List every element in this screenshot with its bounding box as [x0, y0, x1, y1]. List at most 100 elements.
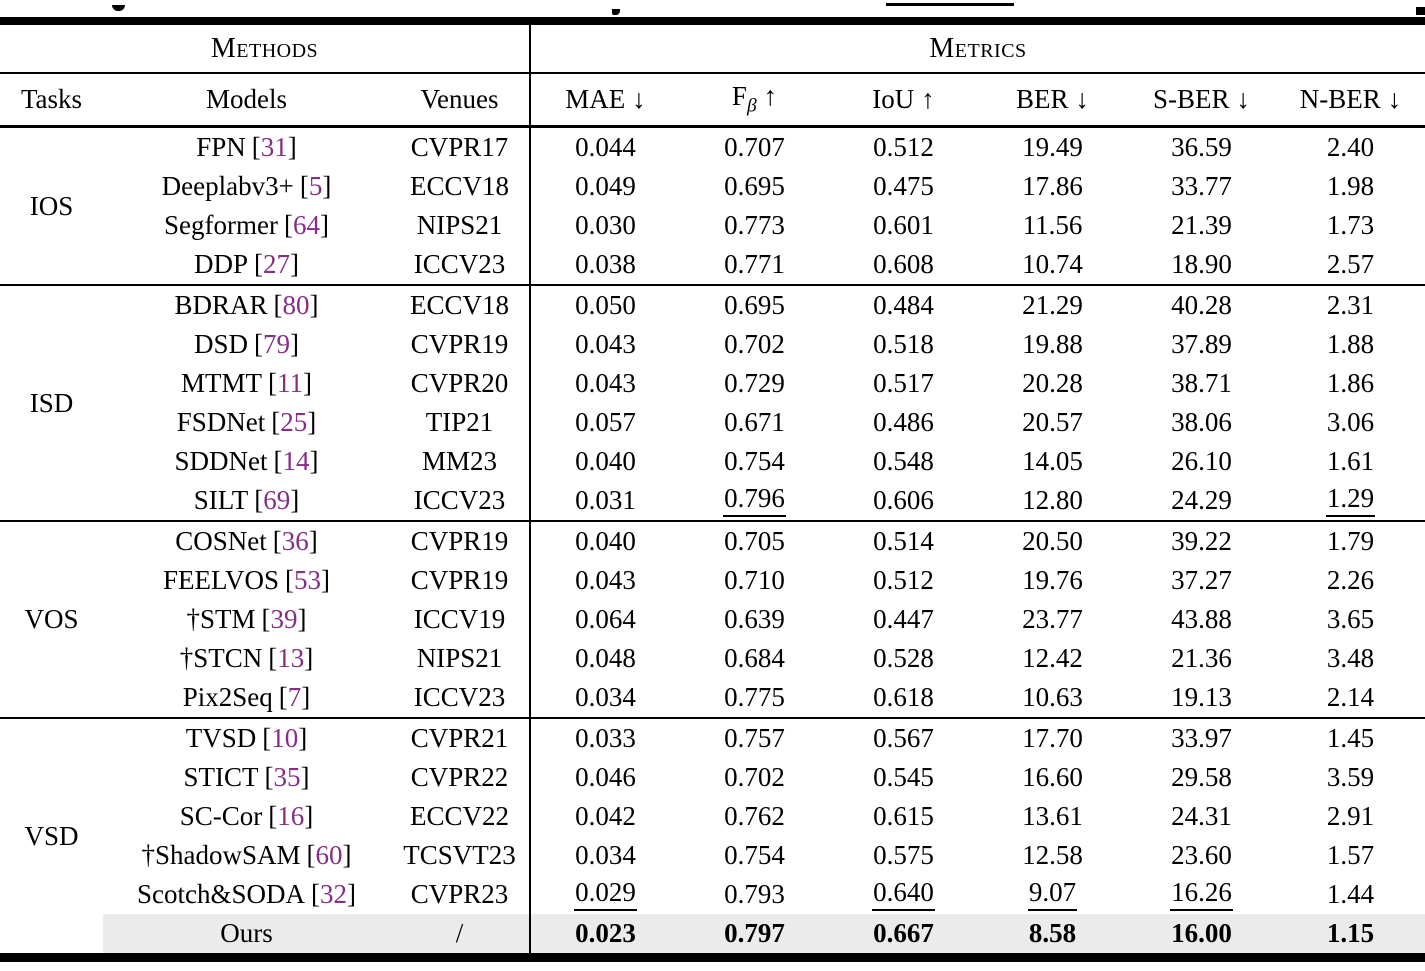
metric-value: 1.44: [1326, 879, 1375, 910]
citation-link[interactable]: 5: [308, 171, 323, 202]
metric-value: 0.606: [873, 485, 934, 516]
metric-value: 0.702: [724, 329, 785, 360]
metric-value: 29.58: [1171, 762, 1232, 793]
metric-cell: 0.618: [829, 678, 978, 718]
metric-cell: 0.517: [829, 364, 978, 403]
metric-value: 20.57: [1022, 407, 1083, 438]
metric-value: 0.793: [724, 879, 785, 910]
table-row: SILT [69] ICCV23 0.031 0.796 0.606 12.80 24.29 1…: [0, 481, 1425, 521]
metric-value: 0.618: [873, 682, 934, 713]
metric-value: 0.710: [724, 565, 785, 596]
metric-cell: 0.710: [680, 561, 829, 600]
citation-bracket-close: ]: [309, 446, 319, 477]
citation-bracket-open: [: [264, 762, 274, 793]
citation-link[interactable]: 39: [270, 604, 298, 635]
metric-value: 16.00: [1171, 918, 1232, 949]
citation-bracket-open: [: [261, 604, 271, 635]
metric-value: 0.528: [873, 643, 934, 674]
citation-bracket-close: ]: [303, 368, 312, 399]
metric-value: 1.15: [1326, 918, 1375, 949]
table-body: IOS FPN [31] CVPR17 0.044 0.707 0.512 19.49 36.5…: [0, 126, 1425, 958]
metric-cell: 0.796: [680, 481, 829, 521]
citation-link[interactable]: 13: [277, 643, 305, 674]
metric-value: 0.771: [724, 249, 785, 280]
metric-cell: 19.88: [978, 325, 1127, 364]
table-row: VOS COSNet [36] CVPR19 0.040 0.705 0.514 20.50 3…: [0, 520, 1425, 718]
metric-value: 2.26: [1326, 565, 1375, 596]
citation-bracket-open: [: [254, 329, 263, 360]
model-name: DDP: [193, 249, 248, 280]
citation-link[interactable]: 27: [263, 249, 290, 280]
citation-link[interactable]: 7: [287, 682, 302, 713]
citation-link[interactable]: 35: [273, 762, 301, 793]
citation-bracket-close: ]: [322, 171, 332, 202]
citation-bracket-close: ]: [298, 723, 308, 754]
metric-cell: 23.77: [978, 600, 1127, 639]
metric-value: 0.514: [873, 526, 934, 557]
metric-cell: 18.90: [1127, 245, 1276, 285]
citation-link[interactable]: 10: [271, 723, 299, 754]
metric-value: 12.58: [1022, 840, 1083, 871]
citation-link[interactable]: 16: [277, 801, 305, 832]
model-name: FEELVOS: [162, 565, 280, 596]
citation-link[interactable]: 60: [315, 840, 343, 871]
citation-link[interactable]: 80: [282, 290, 310, 321]
citation-link[interactable]: 11: [277, 368, 303, 399]
citation-link[interactable]: 32: [320, 879, 347, 910]
metric-cell: 12.42: [978, 639, 1127, 678]
citation-link[interactable]: 25: [280, 407, 308, 438]
table-row: ISD BDRAR [80] ECCV18 0.050 0.695 0.484 21.29 40…: [0, 284, 1425, 521]
metric-cell: 0.775: [680, 678, 829, 718]
metric-value: 1.73: [1326, 210, 1375, 241]
metric-value: 0.057: [575, 407, 636, 438]
metric-value: 12.80: [1022, 485, 1083, 516]
metric-cell: 0.695: [680, 167, 829, 206]
metric-value: 33.77: [1171, 171, 1232, 202]
metric-value: 0.043: [575, 368, 636, 399]
metric-value: 33.97: [1171, 723, 1232, 754]
metric-value: 3.65: [1326, 604, 1375, 635]
column-header-tasks: Tasks: [20, 84, 83, 115]
metric-cell: 0.545: [829, 758, 978, 797]
methods-group-header: Methods: [210, 32, 319, 64]
venue-cell: TIP21: [425, 407, 494, 438]
venue-cell: NIPS21: [416, 210, 503, 241]
metric-cell: 19.13: [1127, 678, 1276, 718]
citation-link[interactable]: 14: [282, 446, 310, 477]
model-cell: FEELVOS [53]: [103, 561, 390, 600]
citation-link[interactable]: 69: [263, 485, 291, 516]
metric-cell: 0.797: [680, 914, 830, 958]
metric-cell: 13.61: [978, 797, 1127, 836]
metric-value: 2.40: [1326, 132, 1375, 163]
metric-cell: 2.57: [1276, 245, 1425, 285]
model-cell: TVSD [10]: [103, 717, 390, 758]
metric-value: 0.548: [873, 446, 934, 477]
citation-link[interactable]: 79: [263, 329, 290, 360]
metric-cell: 17.70: [978, 717, 1128, 758]
metric-value: 0.034: [575, 682, 636, 713]
metric-value: 21.29: [1022, 290, 1083, 321]
model-cell: †ShadowSAM [60]: [103, 836, 390, 875]
metric-value: 0.512: [873, 132, 934, 163]
metric-value: 0.029: [574, 878, 637, 911]
metric-value: 1.88: [1326, 329, 1375, 360]
metric-cell: 0.575: [829, 836, 978, 875]
metric-name: F: [731, 81, 747, 112]
metric-cell: 1.61: [1276, 442, 1425, 481]
citation-link[interactable]: 53: [294, 565, 322, 596]
metric-value: 0.639: [724, 604, 785, 635]
metric-value: 0.486: [873, 407, 934, 438]
metric-cell: 29.58: [1127, 758, 1276, 797]
model-cell: Scotch&SODA [32]: [103, 875, 390, 914]
metric-cell: 0.705: [680, 520, 830, 561]
citation-bracket-open: [: [254, 249, 263, 280]
table-row: FEELVOS [53] CVPR19 0.043 0.710 0.512 19.76 37.…: [0, 561, 1425, 600]
metric-cell: 24.31: [1127, 797, 1276, 836]
citation-link[interactable]: 31: [260, 132, 288, 163]
citation-link[interactable]: 64: [292, 210, 320, 241]
citation-link[interactable]: 36: [281, 526, 309, 557]
metric-cell: 0.484: [829, 284, 979, 325]
metric-cell: 2.31: [1276, 284, 1425, 325]
metric-cell: 0.528: [829, 639, 978, 678]
metric-cell: 16.60: [978, 758, 1127, 797]
